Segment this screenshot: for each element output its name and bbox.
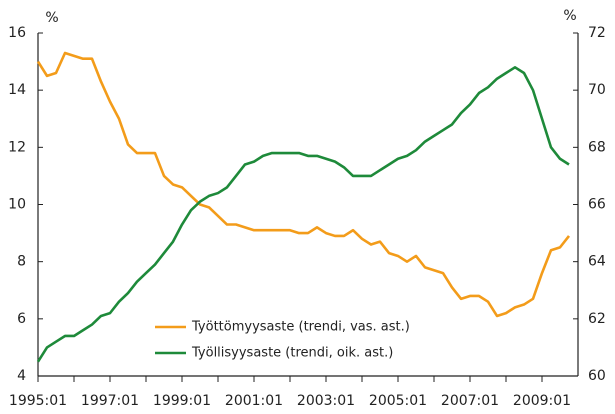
y2-tick-label: 70 bbox=[588, 82, 606, 98]
x-tick-label: 2005:01 bbox=[369, 393, 427, 409]
y2-tick-label: 66 bbox=[588, 197, 606, 213]
x-tick-label: 2009:01 bbox=[513, 393, 571, 409]
y-tick-label: 8 bbox=[17, 254, 26, 270]
x-tick-label: 2003:01 bbox=[297, 393, 355, 409]
series-line bbox=[36, 66, 570, 363]
x-tick-label: 2007:01 bbox=[441, 393, 499, 409]
x-tick-label: 1997:01 bbox=[81, 393, 139, 409]
legend-label: Työttömyysaste (trendi, vas. ast.) bbox=[191, 320, 410, 335]
y-tick-label: 10 bbox=[8, 197, 26, 213]
y-tick-label: 6 bbox=[17, 311, 26, 327]
y-tick-label: 12 bbox=[8, 139, 26, 155]
y-tick-label: 14 bbox=[8, 82, 26, 98]
y-tick-label: 4 bbox=[17, 368, 26, 384]
x-tick-label: 1995:01 bbox=[9, 393, 67, 409]
y2-axis-label: % bbox=[563, 8, 576, 24]
legend-label: Työllisyysaste (trendi, oik. ast.) bbox=[191, 346, 393, 361]
y2-tick-label: 60 bbox=[588, 368, 606, 384]
y2-tick-label: 68 bbox=[588, 139, 606, 155]
y2-tick-label: 72 bbox=[588, 25, 606, 41]
y-axis-label: % bbox=[45, 10, 58, 26]
y2-tick-label: 62 bbox=[588, 311, 606, 327]
y-tick-label: 16 bbox=[8, 25, 26, 41]
y2-tick-label: 64 bbox=[588, 254, 606, 270]
x-tick-label: 2001:01 bbox=[225, 393, 283, 409]
series-line bbox=[36, 51, 571, 318]
x-tick-label: 1999:01 bbox=[153, 393, 211, 409]
